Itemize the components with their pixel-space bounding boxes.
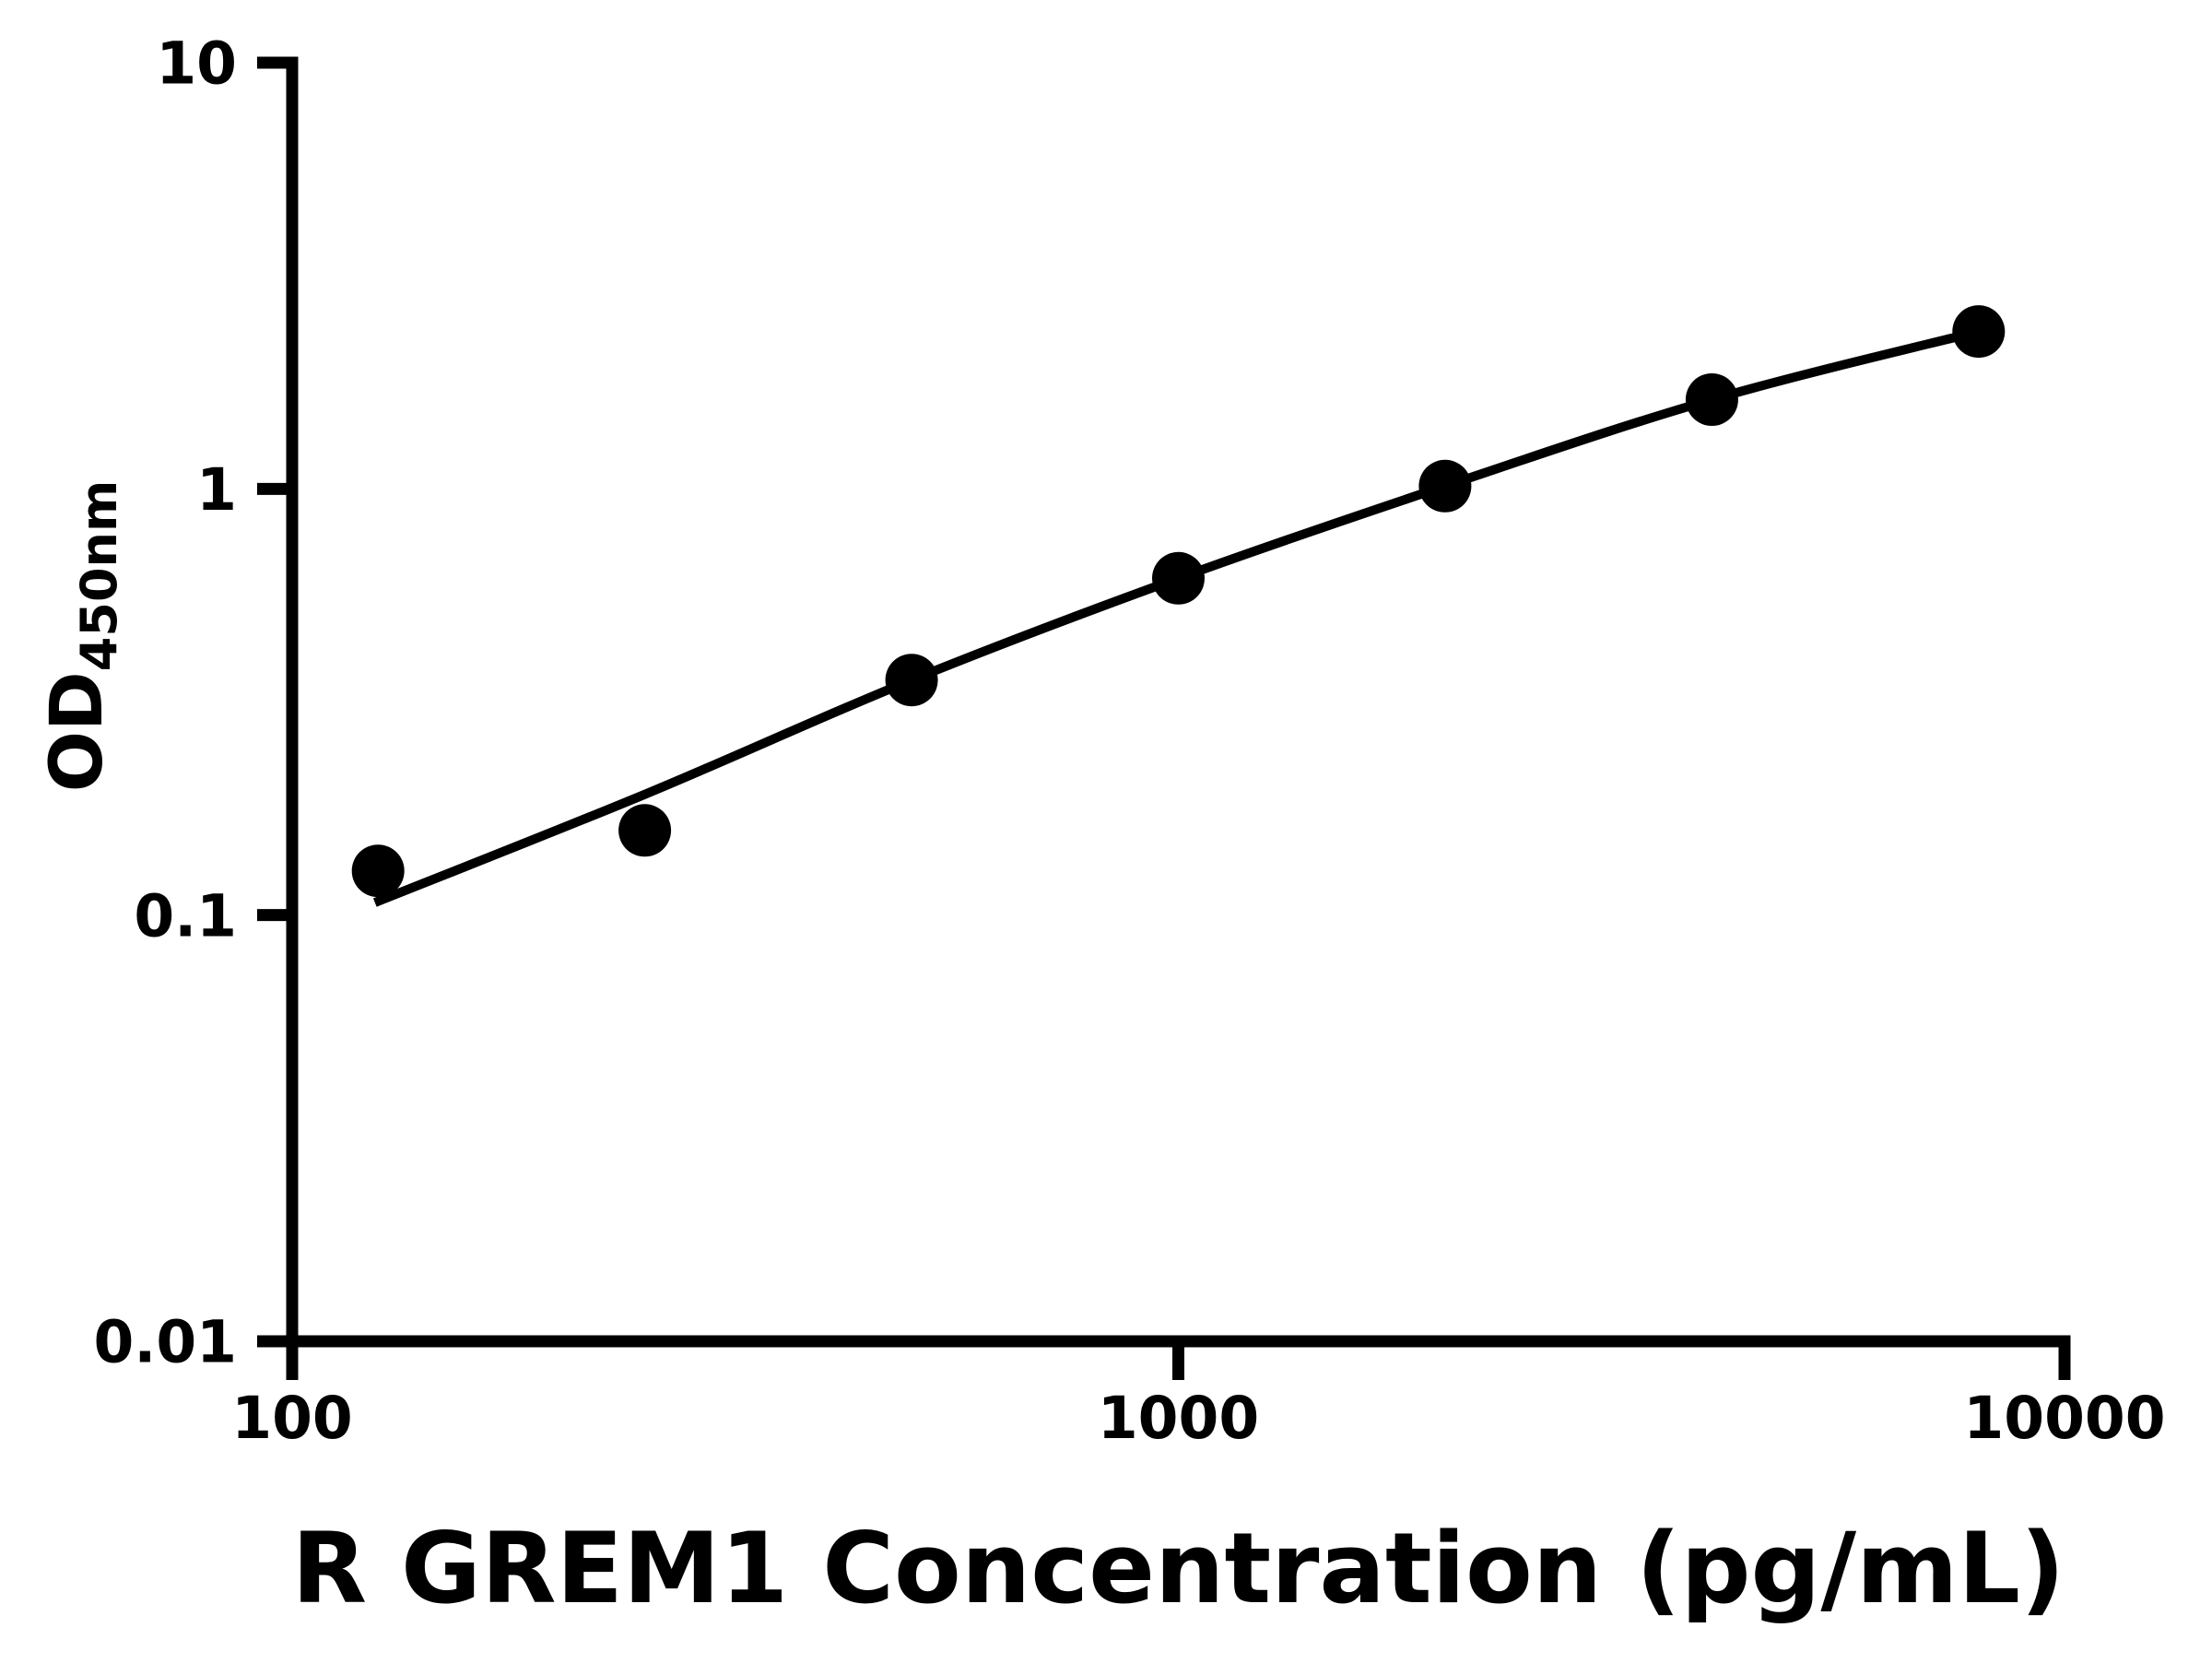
x-tick-label: 1000 bbox=[1098, 1385, 1259, 1452]
axis-tick-labels: 10 1 0.1 0.01 100 1000 10000 bbox=[94, 30, 2166, 1452]
x-tick-label: 10000 bbox=[1963, 1385, 2165, 1452]
data-point-marker bbox=[1152, 551, 1205, 605]
fit-curve-path bbox=[372, 326, 1981, 907]
y-tick-label: 0.1 bbox=[134, 882, 237, 949]
fit-curve bbox=[372, 326, 1981, 907]
data-point-marker bbox=[618, 804, 672, 857]
data-points bbox=[351, 305, 2006, 898]
data-point-marker bbox=[1685, 373, 1738, 426]
data-point-marker bbox=[1952, 305, 2006, 359]
axis-ticks bbox=[257, 56, 2071, 1380]
y-tick-label: 0.01 bbox=[94, 1309, 237, 1376]
x-tick-label: 100 bbox=[231, 1385, 353, 1452]
y-tick-label: 1 bbox=[196, 456, 237, 524]
y-axis-title-base: OD bbox=[36, 671, 119, 792]
y-axis-title: OD450nm bbox=[36, 480, 128, 793]
y-tick-label: 10 bbox=[156, 30, 237, 98]
axes bbox=[286, 56, 2071, 1348]
x-axis-title: R GREM1 Concentration (pg/mL) bbox=[292, 1512, 2065, 1625]
data-point-marker bbox=[1418, 459, 1472, 513]
data-point-marker bbox=[885, 654, 938, 707]
data-point-marker bbox=[351, 844, 405, 898]
axis-spine bbox=[286, 56, 2071, 1348]
y-axis-title-subscript: 450nm bbox=[70, 480, 128, 671]
